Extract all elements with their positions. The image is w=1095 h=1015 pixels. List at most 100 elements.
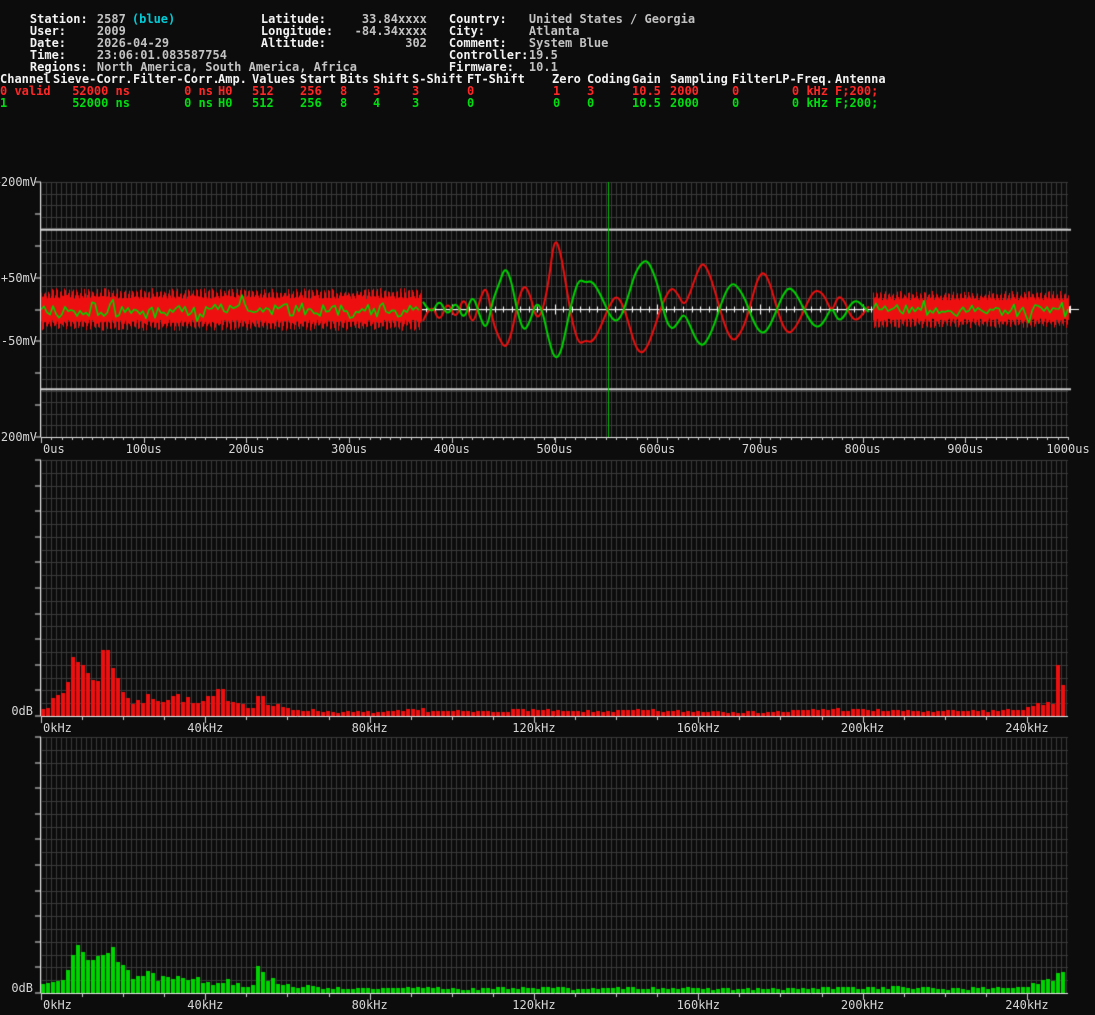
controller-label: Controller: (448, 48, 529, 62)
table-header-values: Values (252, 72, 296, 86)
table-cell-ch1: 1 (0, 96, 8, 110)
city-value: Atlanta (528, 24, 580, 38)
header-row-country: Country: United States / Georgia (420, 1, 695, 37)
header-row-time: Time: 23:06:01.083587754 (1, 37, 227, 73)
table-header-bits: Bits (340, 72, 369, 86)
latitude-value: 33.84xxxx (361, 12, 427, 26)
table-cell-ch0: 0 ns (184, 84, 213, 98)
spectrum-0-x-axis-label: 160kHz (676, 721, 720, 735)
table-cell-ch1: 4 (373, 96, 381, 110)
country-label: Country: (448, 12, 507, 26)
regions-label: Regions: (29, 60, 88, 74)
waveform-x-axis-label: 700us (741, 442, 778, 456)
table-header-start: Start (300, 72, 337, 86)
table-header-filter-corr-: Filter-Corr. (133, 72, 220, 86)
time-label: Time: (29, 48, 67, 62)
waveform-x-axis-label: 0us (43, 442, 65, 456)
table-cell-ch0: 3 (587, 84, 595, 98)
table-cell-ch0: 2000 (670, 84, 699, 98)
country-value: United States / Georgia (528, 12, 696, 26)
table-header-antenna: Antenna (835, 72, 886, 86)
table-cell-ch1: 0 (587, 96, 595, 110)
date-value: 2026-04-29 (96, 36, 170, 50)
spectrum-1-x-axis-label: 80kHz (351, 998, 388, 1012)
longitude-label: Longitude: (260, 24, 334, 38)
table-cell-ch1: 52000 ns (72, 96, 130, 110)
table-cell-ch1: 0 (732, 96, 740, 110)
table-header-shift: Shift (373, 72, 410, 86)
spectrum-0-x-axis-label: 240kHz (1005, 721, 1049, 735)
table-cell-ch1: F;200; (835, 96, 879, 110)
latitude-label: Latitude: (260, 12, 326, 26)
table-cell-ch0: 0 kHz (791, 84, 828, 98)
table-cell-ch0: H0 (218, 84, 233, 98)
table-cell-ch1: 0 (467, 96, 475, 110)
table-cell-ch0: 10.5 (632, 84, 661, 98)
station-label: Station: (29, 12, 88, 26)
waveform-x-axis-label: 100us (125, 442, 162, 456)
table-cell-ch1: 10.5 (632, 96, 661, 110)
header-row-longitude: Longitude: -84.34xxxx (232, 13, 427, 49)
spectrum-0-x-axis-label: 0kHz (43, 721, 72, 735)
table-header-s-shift: S-Shift (412, 72, 463, 86)
table-cell-ch0: 256 (300, 84, 322, 98)
spectrum-1-x-axis-label: 200kHz (840, 998, 885, 1012)
table-cell-ch0: F;200; (835, 84, 879, 98)
waveform-x-axis-label: 400us (433, 442, 470, 456)
header-row-comment: Comment: System Blue (420, 25, 608, 61)
header-row-city: City: Atlanta (420, 13, 580, 49)
spectrum-0-x-axis-label: 200kHz (840, 721, 885, 735)
spectrum-1-x-axis-label: 160kHz (676, 998, 720, 1012)
table-cell-ch1: 3 (412, 96, 420, 110)
table-cell-ch1: 0 ns (184, 96, 213, 110)
table-header-amp-: Amp. (218, 72, 247, 86)
spectrum-0-x-axis-label: 120kHz (512, 721, 556, 735)
table-cell-ch1: 512 (252, 96, 274, 110)
firmware-label: Firmware: (448, 60, 514, 74)
table-header-coding: Coding (587, 72, 631, 86)
spectrum-0-db-label: 0dB (11, 704, 33, 718)
time-value: 23:06:01.083587754 (96, 48, 227, 62)
table-header-zero: Zero (552, 72, 581, 86)
comment-label: Comment: (448, 36, 507, 50)
header-row-latitude: Latitude: 33.84xxxx (232, 1, 427, 37)
waveform-y-axis-label: -200mV (0, 430, 37, 444)
header-row-station: Station: 2587 (blue) (1, 1, 175, 37)
table-cell-ch1: 0 kHz (791, 96, 828, 110)
altitude-label: Altitude: (260, 36, 326, 50)
comment-value: System Blue (528, 36, 609, 50)
table-header-filter: Filter (732, 72, 776, 86)
table-header-sampling: Sampling (670, 72, 728, 86)
table-cell-ch1: 0 (553, 96, 561, 110)
spectrum-1-x-axis-label: 0kHz (43, 998, 72, 1012)
waveform-x-axis-label: 600us (639, 442, 676, 456)
table-header-sieve-corr-: Sieve-Corr. (53, 72, 133, 86)
spectrum-1-x-axis-label: 40kHz (187, 998, 224, 1012)
longitude-value: -84.34xxxx (354, 24, 427, 38)
user-value: 2009 (96, 24, 126, 38)
spectrum-1-x-axis-label: 240kHz (1005, 998, 1049, 1012)
table-header-channel: Channel (0, 72, 51, 86)
table-header-lp-freq-: LP-Freq. (775, 72, 833, 86)
table-cell-ch0: 512 (252, 84, 274, 98)
table-cell-ch0: 1 (553, 84, 561, 98)
table-cell-ch1: 2000 (670, 96, 699, 110)
header-row-controller: Controller:19.5 (420, 37, 558, 73)
waveform-x-axis-label: 900us (947, 442, 984, 456)
controller-value: 19.5 (528, 48, 558, 62)
waveform-y-axis-label: +50mV (0, 270, 37, 285)
altitude-value: 302 (405, 36, 427, 50)
table-cell-ch0: 0 (467, 84, 475, 98)
city-label: City: (448, 24, 486, 38)
waveform-y-axis-label: -50mV (0, 334, 37, 349)
table-cell-ch0: 3 (373, 84, 381, 98)
table-header-ft-shift: FT-Shift (467, 72, 525, 86)
waveform-x-axis-label: 800us (844, 442, 881, 456)
header-row-user: User: 2009 (1, 13, 126, 49)
table-cell-ch0: 0 valid (0, 84, 51, 98)
table-cell-ch1: H0 (218, 96, 233, 110)
table-cell-ch0: 52000 ns (72, 84, 130, 98)
table-cell-ch1: 8 (340, 96, 348, 110)
